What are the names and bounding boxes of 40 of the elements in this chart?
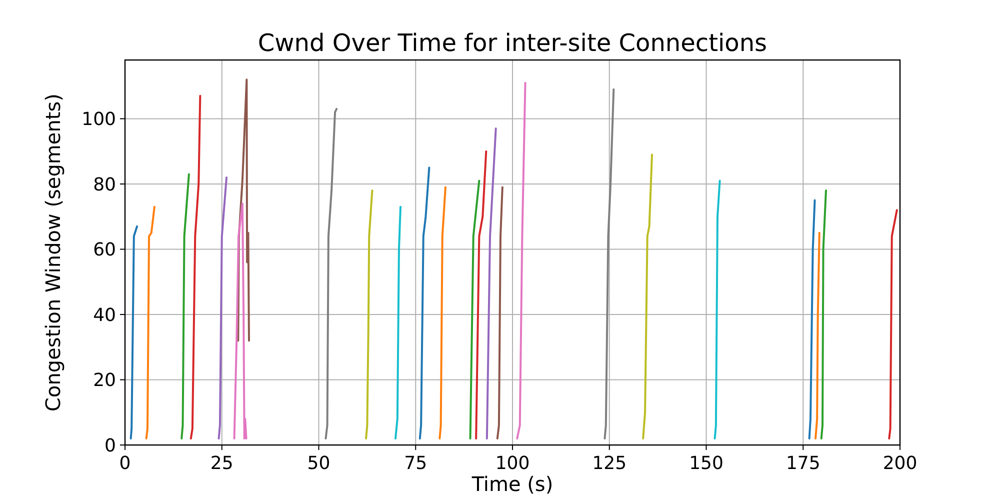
line-series — [418, 166, 430, 440]
x-tick-label: 75 — [404, 453, 428, 474]
line-series — [808, 199, 816, 440]
y-tick-label: 20 — [93, 370, 116, 392]
x-axis-title: Time (s) — [470, 472, 554, 496]
line-series — [814, 232, 820, 440]
y-tick-label: 100 — [82, 109, 116, 130]
x-tick-label: 200 — [882, 453, 918, 474]
line-series — [233, 202, 248, 440]
x-tick-label: 175 — [786, 453, 820, 474]
line-series — [438, 186, 446, 440]
y-axis-title: Congestion Window (segments) — [41, 94, 65, 412]
line-series — [365, 190, 374, 440]
x-tick-label: 50 — [307, 453, 330, 474]
line-series — [394, 206, 402, 440]
x-tick-label: 125 — [592, 453, 627, 474]
line-series — [130, 225, 138, 440]
y-tick-label: 40 — [93, 304, 116, 326]
line-series — [714, 180, 721, 440]
line-series — [324, 108, 338, 440]
x-tick-label: 0 — [119, 453, 131, 474]
line-series — [642, 154, 653, 440]
line-series — [604, 88, 615, 440]
line-series — [218, 176, 228, 440]
line-series — [180, 173, 190, 440]
line-series — [475, 150, 488, 440]
x-tick-label: 100 — [495, 453, 530, 474]
y-tick-label: 60 — [93, 240, 116, 261]
line-series — [190, 94, 202, 440]
chart-title: Cwnd Over Time for inter-site Connections — [258, 29, 768, 57]
line-series — [888, 209, 898, 440]
y-tick-label: 0 — [104, 435, 116, 456]
line-series — [145, 206, 156, 440]
line-series — [496, 186, 504, 440]
x-tick-label: 25 — [210, 453, 234, 474]
line-series — [237, 78, 250, 342]
line-series — [820, 190, 827, 440]
x-tick-label: 150 — [689, 453, 724, 474]
y-tick-label: 80 — [93, 174, 116, 196]
line-series — [516, 82, 526, 440]
